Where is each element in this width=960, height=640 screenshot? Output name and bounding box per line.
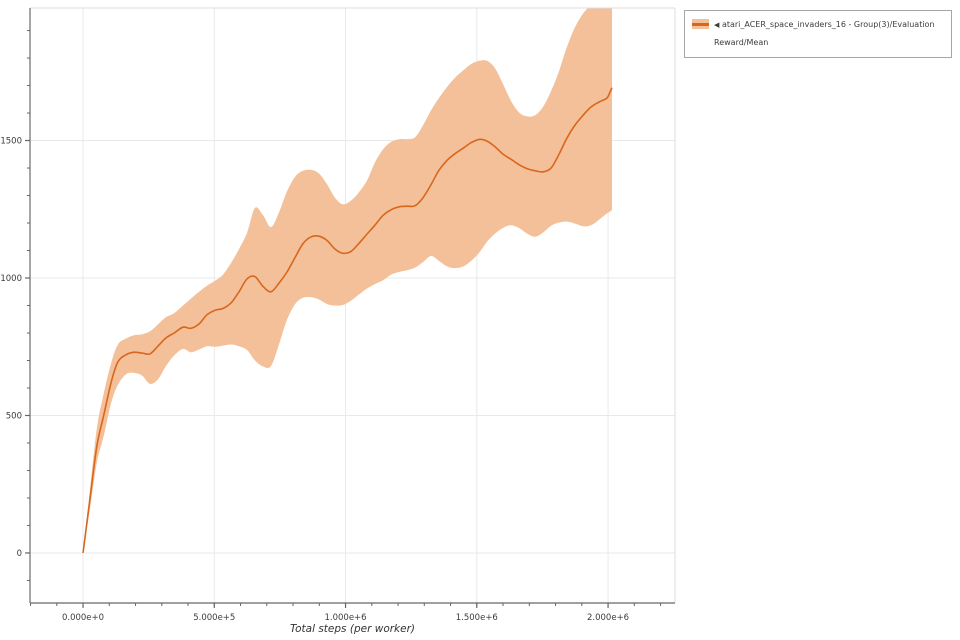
- x-tick-label: 1.000e+6: [324, 613, 366, 623]
- series-band: [83, 8, 612, 553]
- legend-collapse-icon[interactable]: ◀: [714, 21, 720, 29]
- y-tick-label: 0: [17, 549, 22, 559]
- legend-item[interactable]: ◀ atari_ACER_space_invaders_16 - Group(3…: [692, 16, 944, 51]
- x-tick-label: 5.000e+5: [193, 613, 235, 623]
- legend-label: atari_ACER_space_invaders_16 - Group(3)/…: [714, 20, 935, 47]
- legend: ◀ atari_ACER_space_invaders_16 - Group(3…: [684, 10, 952, 58]
- series-swatch-icon: [692, 19, 709, 29]
- y-tick-label: 1500: [0, 137, 22, 147]
- x-tick-label: 2.000e+6: [587, 613, 629, 623]
- x-axis-label: Total steps (per worker): [289, 623, 416, 635]
- y-tick-label: 1000: [0, 274, 22, 284]
- x-tick-label: 0.000e+0: [62, 613, 104, 623]
- x-tick-label: 1.500e+6: [456, 613, 498, 623]
- y-tick-label: 500: [6, 411, 22, 421]
- series-mean-line: [82, 87, 613, 554]
